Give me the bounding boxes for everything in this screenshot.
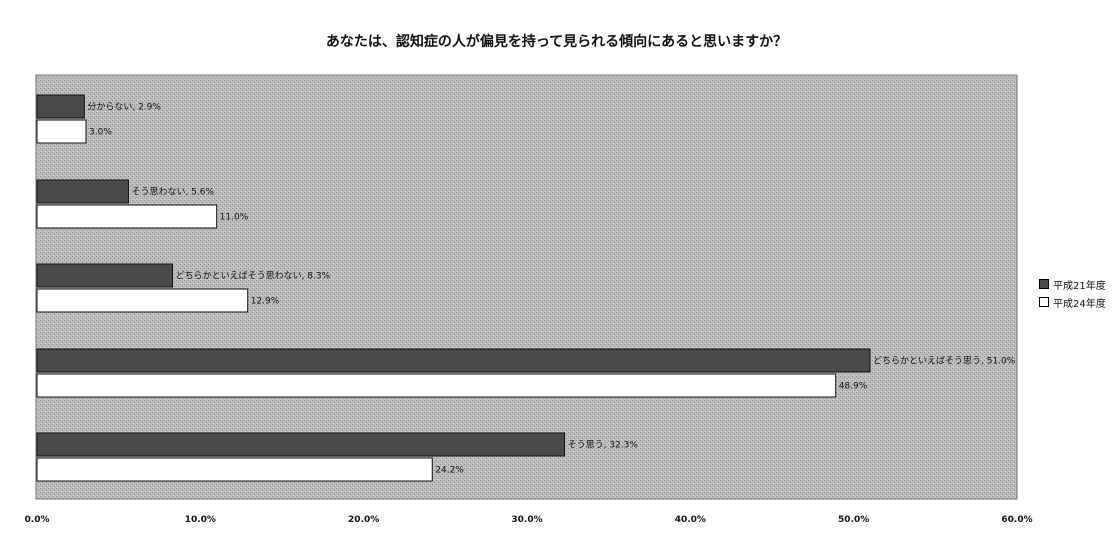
x-tick-labels-layer: 0.0% 10.0% 20.0% 30.0% 40.0% 50.0% 60.0% xyxy=(25,515,1033,525)
x-tick-label-4: 30.0% xyxy=(511,515,542,525)
x-tick-label-6: 50.0% xyxy=(838,515,869,525)
x-tick-label-7: 60.0% xyxy=(1001,515,1032,525)
legend-swatch-series-2 xyxy=(1039,297,1049,307)
data-label-series-2-5: 24.2% xyxy=(435,466,464,476)
bar-series-2-1 xyxy=(37,120,86,143)
bar-series-2-4 xyxy=(37,374,836,397)
bar-series-1-4 xyxy=(37,349,870,372)
legend-swatch-series-1 xyxy=(1039,279,1049,289)
data-label-series-1-5: そう思う, 32.3% xyxy=(568,440,639,451)
legend: 平成21年度 平成24年度 xyxy=(1039,275,1113,311)
data-label-series-2-1: 3.0% xyxy=(89,128,112,138)
data-label-series-2-3: 12.9% xyxy=(251,297,280,307)
bar-series-2-3 xyxy=(37,289,248,312)
data-label-series-1-3: どちらかといえばそう思わない, 8.3% xyxy=(176,271,331,282)
bar-series-1-2 xyxy=(37,180,128,203)
legend-item-series-2: 平成24年度 xyxy=(1039,293,1113,311)
data-label-series-2-4: 48.9% xyxy=(839,382,868,392)
x-tick-label-5: 40.0% xyxy=(675,515,706,525)
data-label-series-1-2: そう思わない, 5.6% xyxy=(131,187,214,198)
legend-item-series-1: 平成21年度 xyxy=(1039,275,1113,293)
bar-series-1-1 xyxy=(37,95,84,118)
x-tick-label-2: 10.0% xyxy=(185,515,216,525)
bar-series-1-5 xyxy=(37,433,565,456)
x-tick-label-1: 0.0% xyxy=(25,515,50,525)
bar-series-2-2 xyxy=(37,205,217,228)
legend-label-series-1: 平成21年度 xyxy=(1053,277,1106,292)
legend-label-series-2: 平成24年度 xyxy=(1053,295,1106,310)
data-label-series-1-1: 分からない, 2.9% xyxy=(87,102,161,113)
x-tick-label-3: 20.0% xyxy=(348,515,379,525)
bar-series-2-5 xyxy=(37,458,432,481)
bar-series-1-3 xyxy=(37,264,173,287)
data-label-series-1-4: どちらかといえばそう思う, 51.0% xyxy=(873,356,1016,367)
data-label-series-2-2: 11.0% xyxy=(220,213,249,223)
